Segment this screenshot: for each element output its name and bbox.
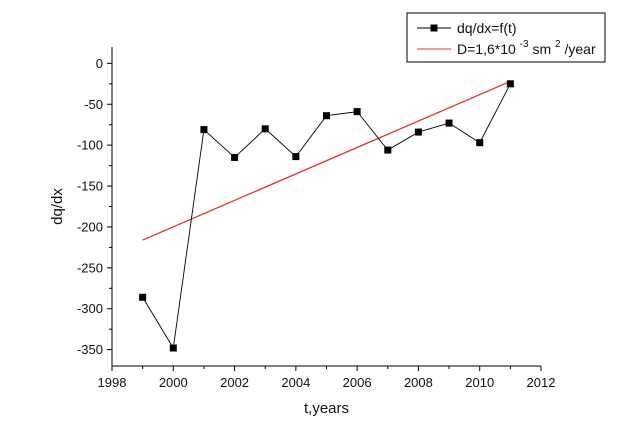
- legend-label-series-2-exp1: -3: [520, 39, 529, 50]
- series-line-fit: [142, 80, 511, 241]
- data-point-marker: [261, 125, 269, 133]
- legend-label-series-2-suffix: /year: [564, 41, 595, 57]
- y-tick-label: -150: [77, 179, 103, 194]
- data-point-marker: [506, 80, 514, 88]
- legend: dq/dx=f(t) D=1,6*10 -3 sm 2 /year: [406, 12, 606, 63]
- legend-marker-series-1: [430, 24, 438, 32]
- legend-label-series-1: dq/dx=f(t): [457, 20, 517, 36]
- data-point-marker: [139, 293, 147, 301]
- plot-area: [139, 80, 514, 352]
- x-ticks: 1998 2000 2002 2004 2006 2008 2010 2012: [98, 366, 556, 390]
- legend-label-series-2-mid: sm: [532, 41, 551, 57]
- y-tick-label: -300: [77, 301, 103, 316]
- data-point-marker: [414, 128, 422, 136]
- y-tick-label: -50: [84, 97, 103, 112]
- data-point-marker: [231, 153, 239, 161]
- legend-label-series-2-exp2: 2: [555, 39, 561, 50]
- data-point-marker: [384, 146, 392, 154]
- y-tick-label: -100: [77, 138, 103, 153]
- x-axis-label: t,years: [304, 400, 349, 417]
- data-point-marker: [200, 126, 208, 134]
- y-tick-label: 0: [96, 56, 103, 71]
- data-point-marker: [476, 139, 484, 147]
- x-tick-label: 2012: [527, 375, 556, 390]
- y-tick-label: -200: [77, 219, 103, 234]
- data-point-marker: [169, 344, 177, 352]
- data-point-marker: [353, 108, 361, 116]
- x-tick-label: 2010: [465, 375, 494, 390]
- x-tick-label: 2000: [159, 375, 188, 390]
- y-axis-label: dq/dx: [49, 188, 66, 225]
- y-tick-label: -350: [77, 342, 103, 357]
- x-tick-label: 2008: [404, 375, 433, 390]
- legend-box: [406, 12, 606, 63]
- axes: 1998 2000 2002 2004 2006 2008 2010 2012 0 -50 -10…: [77, 47, 555, 390]
- data-point-marker: [292, 153, 300, 161]
- legend-label-series-2-prefix: D=1,6*10: [457, 41, 516, 57]
- y-tick-label: -250: [77, 260, 103, 275]
- x-tick-label: 2002: [220, 375, 249, 390]
- data-point-marker: [323, 112, 330, 120]
- legend-label-series-2: D=1,6*10 -3 sm 2 /year: [457, 34, 596, 57]
- x-tick-label: 2004: [281, 375, 310, 390]
- y-ticks: 0 -50 -100 -150 -200 -250 -300 -350: [77, 56, 112, 357]
- x-tick-label: 2006: [343, 375, 372, 390]
- x-tick-label: 1998: [98, 375, 127, 390]
- data-point-marker: [445, 119, 453, 127]
